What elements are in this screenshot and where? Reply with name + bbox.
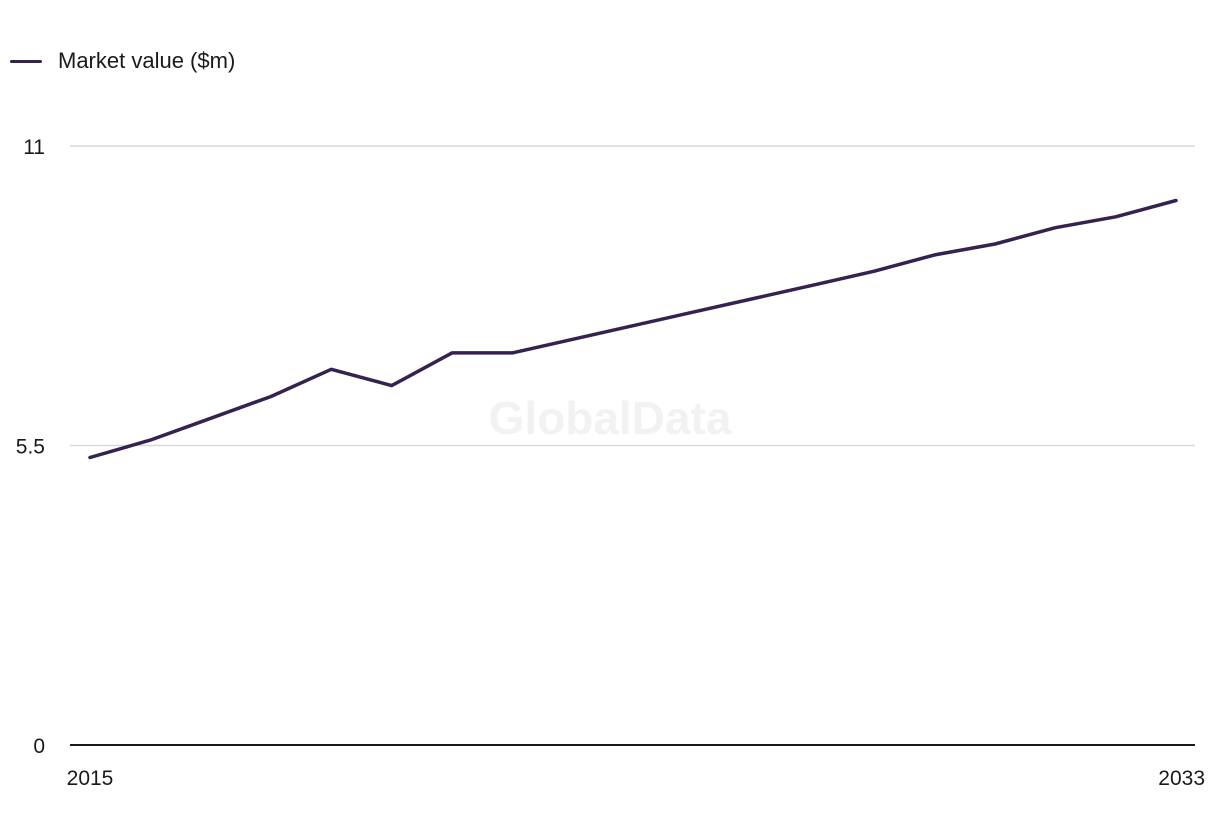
x-axis-ticks: 2015 2033 (67, 767, 1205, 790)
legend: Market value ($m) (10, 46, 235, 76)
y-axis-ticks: 115.50 (16, 136, 45, 758)
grid-lines (70, 145, 1195, 447)
legend-swatch (10, 59, 42, 63)
y-tick-label: 11 (23, 136, 45, 159)
series-line (88, 198, 1178, 460)
y-tick-label: 5.5 (16, 436, 45, 459)
y-tick-label: 0 (33, 735, 45, 758)
watermark: GlobalData (489, 392, 732, 444)
legend-label: Market value ($m) (58, 48, 236, 73)
x-tick-label: 2015 (67, 767, 114, 790)
x-tick-label: 2033 (1158, 767, 1205, 790)
